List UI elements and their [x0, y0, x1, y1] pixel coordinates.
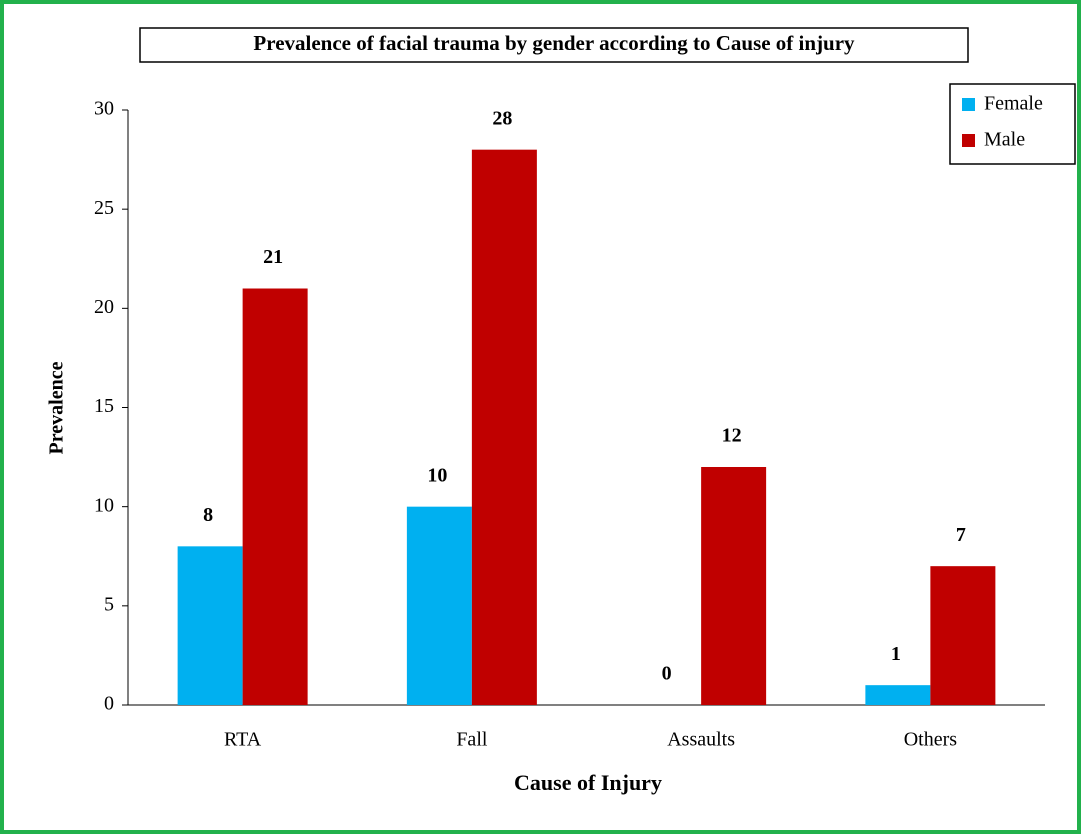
x-tick-label: RTA: [224, 729, 262, 751]
x-axis-label: Cause of Injury: [514, 770, 662, 795]
x-tick-label: Others: [904, 729, 958, 751]
bar: [865, 685, 931, 705]
y-tick-label: 30: [94, 98, 114, 120]
value-label: 0: [662, 663, 672, 685]
value-label: 28: [492, 107, 512, 129]
title-box: [139, 27, 969, 63]
y-tick-label: 5: [104, 593, 114, 615]
x-tick-label: Assaults: [667, 729, 735, 751]
bar: [177, 546, 243, 705]
value-label: 12: [722, 425, 742, 447]
bar: [242, 288, 308, 705]
legend-label: Male: [984, 129, 1025, 151]
y-tick-label: 0: [104, 693, 114, 715]
bar: [471, 149, 537, 705]
legend-swatch: [962, 134, 975, 147]
y-tick-label: 20: [94, 296, 114, 318]
y-axis-label: Prevalence: [46, 361, 68, 454]
legend-swatch: [962, 98, 975, 111]
y-tick-label: 10: [94, 494, 114, 516]
value-label: 1: [891, 643, 901, 665]
bar: [406, 506, 472, 705]
bar: [701, 467, 767, 705]
value-label: 10: [427, 464, 447, 486]
value-label: 7: [956, 524, 966, 546]
legend-box: [949, 83, 1076, 165]
legend-label: Female: [984, 93, 1043, 115]
y-tick-label: 15: [94, 395, 114, 417]
y-tick-label: 25: [94, 197, 114, 219]
value-label: 8: [203, 504, 213, 526]
bar: [930, 566, 996, 705]
value-label: 21: [263, 246, 283, 268]
chart-title: Prevalence of facial trauma by gender ac…: [253, 31, 855, 55]
x-tick-label: Fall: [456, 729, 488, 751]
